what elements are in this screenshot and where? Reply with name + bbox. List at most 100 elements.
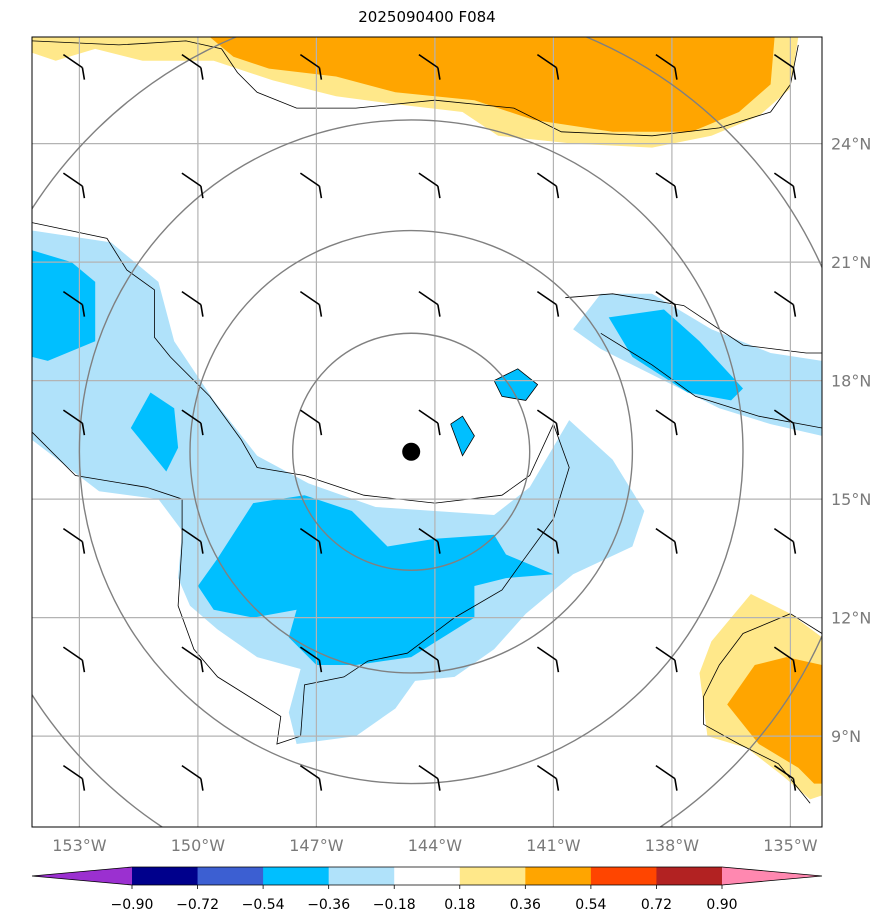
wind-barb: [181, 646, 204, 673]
wind-barb: [773, 764, 797, 791]
field-blue-islet-2: [450, 416, 475, 456]
field-blue-islet-1: [494, 368, 538, 401]
wind-barb: [181, 527, 204, 554]
wind-barb: [181, 290, 204, 317]
wind-barb: [536, 764, 560, 791]
wind-barb: [536, 290, 560, 317]
lon-label: 138°W: [645, 836, 700, 855]
colorbar-swatch: [394, 867, 461, 885]
wind-barb: [299, 53, 323, 80]
colorbar-swatch: [132, 867, 199, 885]
colorbar: −0.90 −0.72 −0.54 −0.36 −0.18 0.18 0.36 0.54 0.7…: [31, 866, 823, 913]
wind-barb: [773, 172, 797, 199]
wind-barb: [418, 53, 441, 80]
wind-barb: [62, 172, 86, 199]
colorbar-swatch: [525, 867, 592, 885]
wind-barb: [418, 290, 441, 317]
wind-barb: [299, 409, 323, 436]
lon-label: 150°W: [171, 836, 226, 855]
field-blue-core-small: [130, 392, 179, 472]
wind-barb: [773, 290, 797, 317]
chart-title: 2025090400 F084: [358, 8, 496, 26]
map-frame: [31, 36, 823, 828]
wind-barb: [536, 527, 560, 554]
colorbar-swatch: [459, 867, 526, 885]
wind-barb: [299, 646, 323, 673]
colorbar-swatch: [590, 867, 657, 885]
latitude-labels: 9°N 12°N 15°N 18°N 21°N 24°N: [831, 135, 871, 747]
wind-barb: [62, 53, 86, 80]
colorbar-label: 0.54: [575, 897, 606, 913]
wind-barb: [773, 527, 797, 554]
lat-label: 12°N: [831, 609, 871, 628]
contour-east: [565, 293, 822, 429]
lon-label: 147°W: [289, 836, 344, 855]
range-ring: [189, 229, 634, 674]
contour-lines: [32, 40, 822, 804]
contour-southeast: [703, 613, 822, 804]
colorbar-label: −0.54: [242, 897, 285, 913]
colorbar-label: −0.90: [111, 897, 154, 913]
wind-barb: [773, 409, 797, 436]
wind-barb: [299, 527, 323, 554]
lat-label: 9°N: [831, 727, 861, 746]
contour-west: [32, 222, 570, 745]
wind-barb: [536, 53, 560, 80]
field-orange-southeast: [727, 657, 822, 784]
field-blue-core-east: [608, 309, 743, 401]
wind-barb: [418, 646, 441, 673]
wind-barb: [655, 646, 678, 673]
lon-label: 135°W: [763, 836, 818, 855]
colorbar-extend-low: [32, 867, 132, 885]
longitude-labels: 153°W 150°W 147°W 144°W 141°W 138°W 135°W: [52, 836, 818, 855]
lat-label: 21°N: [831, 253, 871, 272]
storm-center-dot: [402, 442, 421, 461]
lon-label: 144°W: [408, 836, 463, 855]
range-ring: [292, 332, 531, 571]
storm-center-marker: [402, 442, 421, 461]
lat-label: 15°N: [831, 490, 871, 509]
contour-islet-1: [493, 368, 539, 401]
colorbar-swatch: [656, 867, 723, 885]
colorbar-swatch: [197, 867, 264, 885]
shaded-fields: [32, 37, 822, 800]
gridlines: [32, 37, 822, 827]
colorbar-label: 0.90: [706, 897, 737, 913]
wind-barb: [418, 409, 441, 436]
wind-barb: [773, 646, 797, 673]
wind-barb: [655, 409, 678, 436]
colorbar-label: −0.72: [176, 897, 219, 913]
colorbar-label: 0.36: [510, 897, 541, 913]
wind-barb: [418, 764, 441, 791]
lat-label: 24°N: [831, 135, 871, 154]
wind-barb: [655, 172, 678, 199]
colorbar-swatch: [328, 867, 395, 885]
wind-barb: [773, 53, 797, 80]
wind-barb: [62, 409, 86, 436]
lon-label: 153°W: [52, 836, 107, 855]
wind-barb: [536, 409, 560, 436]
wind-barb: [181, 172, 204, 199]
lon-label: 141°W: [526, 836, 581, 855]
range-rings: [32, 37, 822, 827]
wind-barb: [181, 409, 204, 436]
colorbar-label: −0.36: [307, 897, 350, 913]
wind-barb: [655, 764, 678, 791]
wind-barb: [62, 764, 86, 791]
range-ring: [78, 119, 744, 785]
lat-label: 18°N: [831, 372, 871, 391]
colorbar-swatch: [263, 867, 330, 885]
wind-barb: [418, 172, 441, 199]
field-blue-core-south: [197, 495, 554, 665]
wind-barb: [62, 527, 86, 554]
wind-barb: [655, 53, 678, 80]
contour-north: [32, 40, 799, 137]
wind-barb: [299, 290, 323, 317]
colorbar-label: −0.18: [373, 897, 416, 913]
contour-islet-2: [450, 415, 475, 457]
wind-barb: [418, 527, 441, 554]
wind-barb: [655, 290, 678, 317]
wind-barb: [62, 646, 86, 673]
wind-barb: [655, 527, 678, 554]
